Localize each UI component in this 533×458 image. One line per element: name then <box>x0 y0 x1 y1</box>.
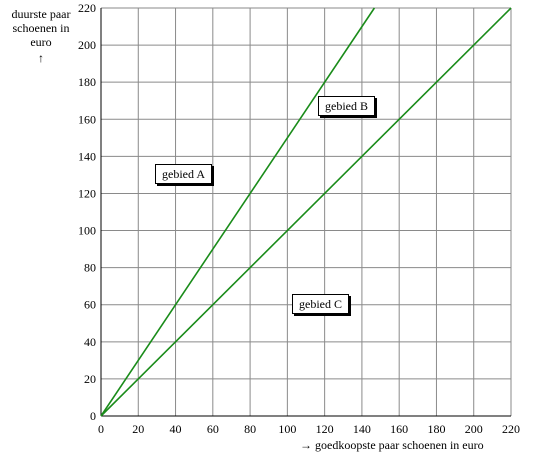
y-tick-label-80: 80 <box>84 261 96 275</box>
y-axis-label-line-1: duurste paar <box>11 7 71 21</box>
region-a-label: gebied A <box>155 164 212 184</box>
y-tick-label-160: 160 <box>78 112 96 126</box>
y-tick-label-20: 20 <box>84 372 96 386</box>
x-tick-label-160: 160 <box>390 422 408 436</box>
y-axis-arrow: ↑ <box>38 51 44 65</box>
x-tick-label-220: 220 <box>502 422 520 436</box>
x-tick-label-140: 140 <box>353 422 371 436</box>
y-tick-label-140: 140 <box>78 149 96 163</box>
y-tick-label-60: 60 <box>84 298 96 312</box>
y-axis-label-line-2: schoenen in <box>12 21 70 35</box>
x-tick-label-200: 200 <box>465 422 483 436</box>
y-tick-label-180: 180 <box>78 75 96 89</box>
y-tick-label-0: 0 <box>90 409 96 423</box>
y-tick-label-40: 40 <box>84 335 96 349</box>
x-tick-label-0: 0 <box>98 422 104 436</box>
chart-series <box>100 7 512 417</box>
x-tick-label-80: 80 <box>244 422 256 436</box>
region-c-label: gebied C <box>292 294 349 314</box>
x-tick-label-120: 120 <box>316 422 334 436</box>
series-line-2 <box>100 7 512 417</box>
region-b-label: gebied B <box>318 96 375 116</box>
y-tick-label-100: 100 <box>78 224 96 238</box>
y-tick-label-120: 120 <box>78 186 96 200</box>
y-tick-label-220: 220 <box>78 1 96 15</box>
y-axis-label-line-3: euro <box>30 35 52 49</box>
chart-grid <box>100 7 512 417</box>
x-tick-label-100: 100 <box>278 422 296 436</box>
x-tick-label-20: 20 <box>132 422 144 436</box>
x-tick-label-40: 40 <box>170 422 182 436</box>
chart-tick-labels: 0 20 40 60 80 100 120 140 160 180 200 220 0 20 40 60 80 1… <box>78 1 520 436</box>
x-tick-label-60: 60 <box>207 422 219 436</box>
y-tick-label-200: 200 <box>78 38 96 52</box>
x-tick-label-180: 180 <box>427 422 445 436</box>
series-line-1 <box>100 7 376 417</box>
x-axis-label: → goedkoopste paar schoenen in euro <box>300 438 484 452</box>
